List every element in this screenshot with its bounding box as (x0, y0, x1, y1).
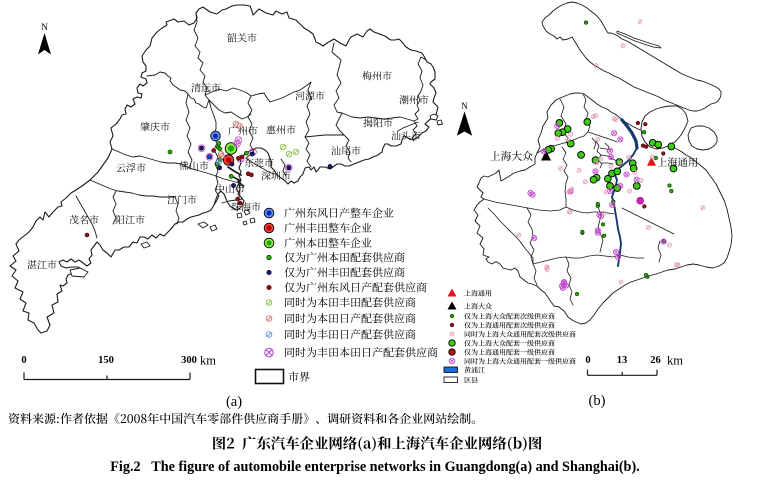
svg-text:0: 0 (585, 355, 590, 366)
svg-text:(b): (b) (589, 393, 606, 409)
svg-text:N: N (461, 101, 468, 111)
svg-text:300: 300 (181, 355, 197, 366)
svg-text:km: km (200, 354, 216, 368)
svg-text:26: 26 (650, 355, 661, 366)
svg-text:0: 0 (21, 355, 26, 366)
svg-text:13: 13 (617, 355, 628, 366)
svg-text:150: 150 (98, 355, 114, 366)
svg-text:N: N (41, 23, 48, 33)
svg-text:(a): (a) (226, 394, 242, 410)
svg-text:Fig.2 The figure of automobi: Fig.2 The figure of automobile enterpris… (110, 459, 639, 475)
svg-text:km: km (667, 354, 683, 368)
